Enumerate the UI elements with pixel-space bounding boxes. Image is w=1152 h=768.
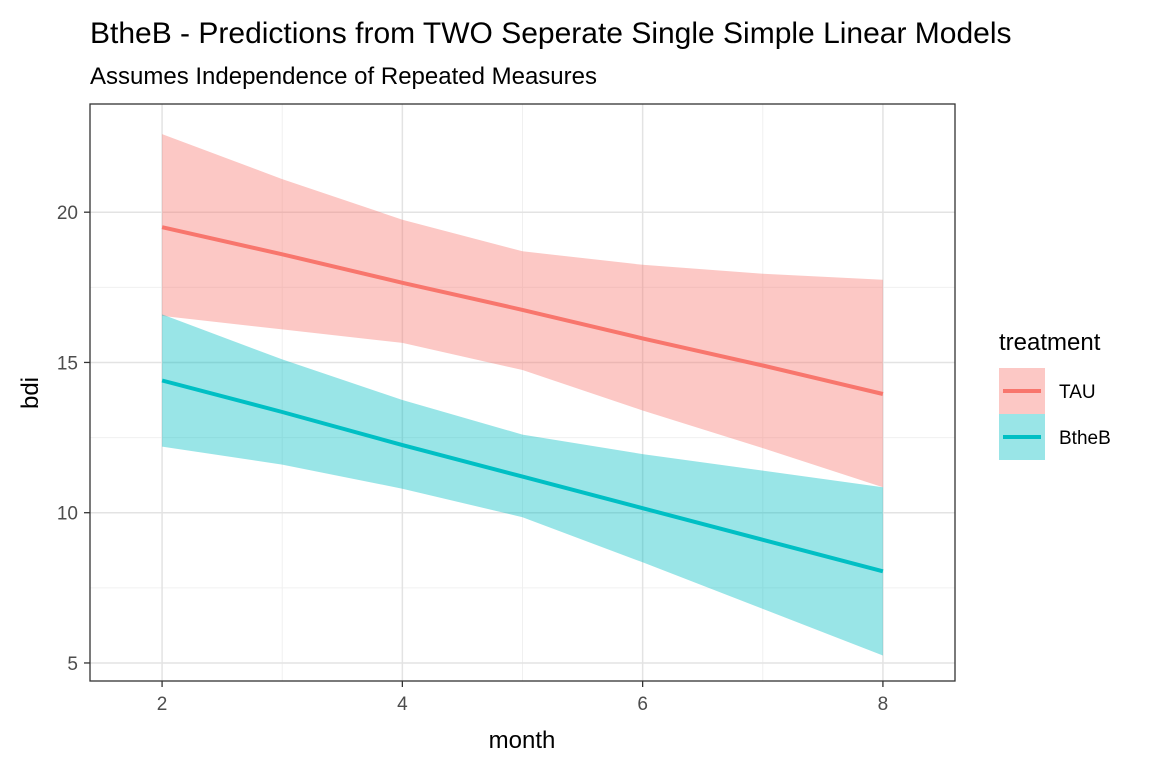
- y-axis: 5 10 15 20: [57, 203, 90, 675]
- y-tick-label: 5: [67, 654, 78, 675]
- ribbon-btheb: [162, 314, 883, 656]
- y-axis-title: bdi: [17, 377, 44, 409]
- legend-label-btheb: BtheB: [1059, 428, 1111, 449]
- fit-lines: [161, 225, 884, 574]
- chart-title: BtheB - Predictions from TWO Seperate Si…: [90, 17, 1012, 50]
- x-axis-title: month: [489, 727, 556, 754]
- fit-line-btheb: [161, 378, 884, 574]
- chart-subtitle: Assumes Independence of Repeated Measure…: [90, 63, 597, 90]
- y-tick-label: 20: [57, 203, 78, 224]
- legend-label-tau: TAU: [1059, 382, 1096, 403]
- plot-border: [89, 103, 956, 682]
- y-tick-label: 10: [57, 504, 78, 525]
- x-tick-label: 8: [878, 694, 889, 715]
- x-tick-label: 2: [157, 694, 168, 715]
- fit-line-tau: [161, 225, 884, 396]
- plot-panel: [89, 103, 956, 682]
- x-tick-label: 4: [397, 694, 408, 715]
- x-axis: 2 4 6 8: [157, 681, 888, 715]
- legend: treatment TAU BtheB: [999, 329, 1111, 460]
- legend-title: treatment: [999, 329, 1101, 356]
- x-tick-label: 6: [637, 694, 648, 715]
- y-tick-label: 15: [57, 353, 78, 374]
